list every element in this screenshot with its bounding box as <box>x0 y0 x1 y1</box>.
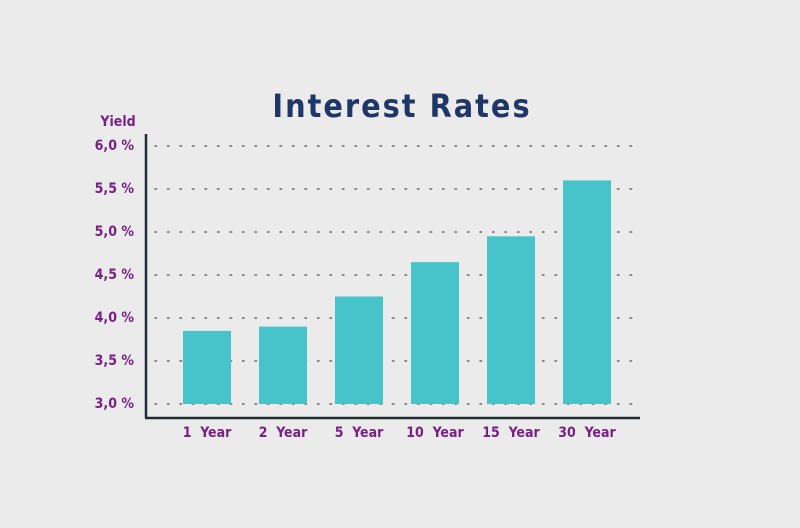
bar <box>487 236 535 404</box>
y-tick-label: 3,0 % <box>95 396 135 412</box>
y-axis-label: Yield <box>99 114 135 130</box>
bar <box>335 296 383 404</box>
y-tick-label: 4,5 % <box>95 267 135 283</box>
bar <box>411 262 459 404</box>
x-tick-label: 1 Year <box>183 425 232 441</box>
chart-title: Interest Rates <box>272 87 531 125</box>
x-tick-label: 30 Year <box>558 425 616 441</box>
y-tick-label: 3,5 % <box>95 353 135 369</box>
bar <box>259 326 307 404</box>
bar <box>183 330 231 404</box>
x-tick-label: 2 Year <box>259 425 308 441</box>
y-tick-label: 6,0 % <box>95 138 135 154</box>
bar <box>563 180 611 404</box>
x-tick-label: 10 Year <box>406 425 464 441</box>
x-tick-label: 15 Year <box>482 425 540 441</box>
y-tick-label: 5,5 % <box>95 181 135 197</box>
x-tick-label: 5 Year <box>335 425 384 441</box>
y-tick-label: 4,0 % <box>95 310 135 326</box>
y-tick-label: 5,0 % <box>95 224 135 240</box>
